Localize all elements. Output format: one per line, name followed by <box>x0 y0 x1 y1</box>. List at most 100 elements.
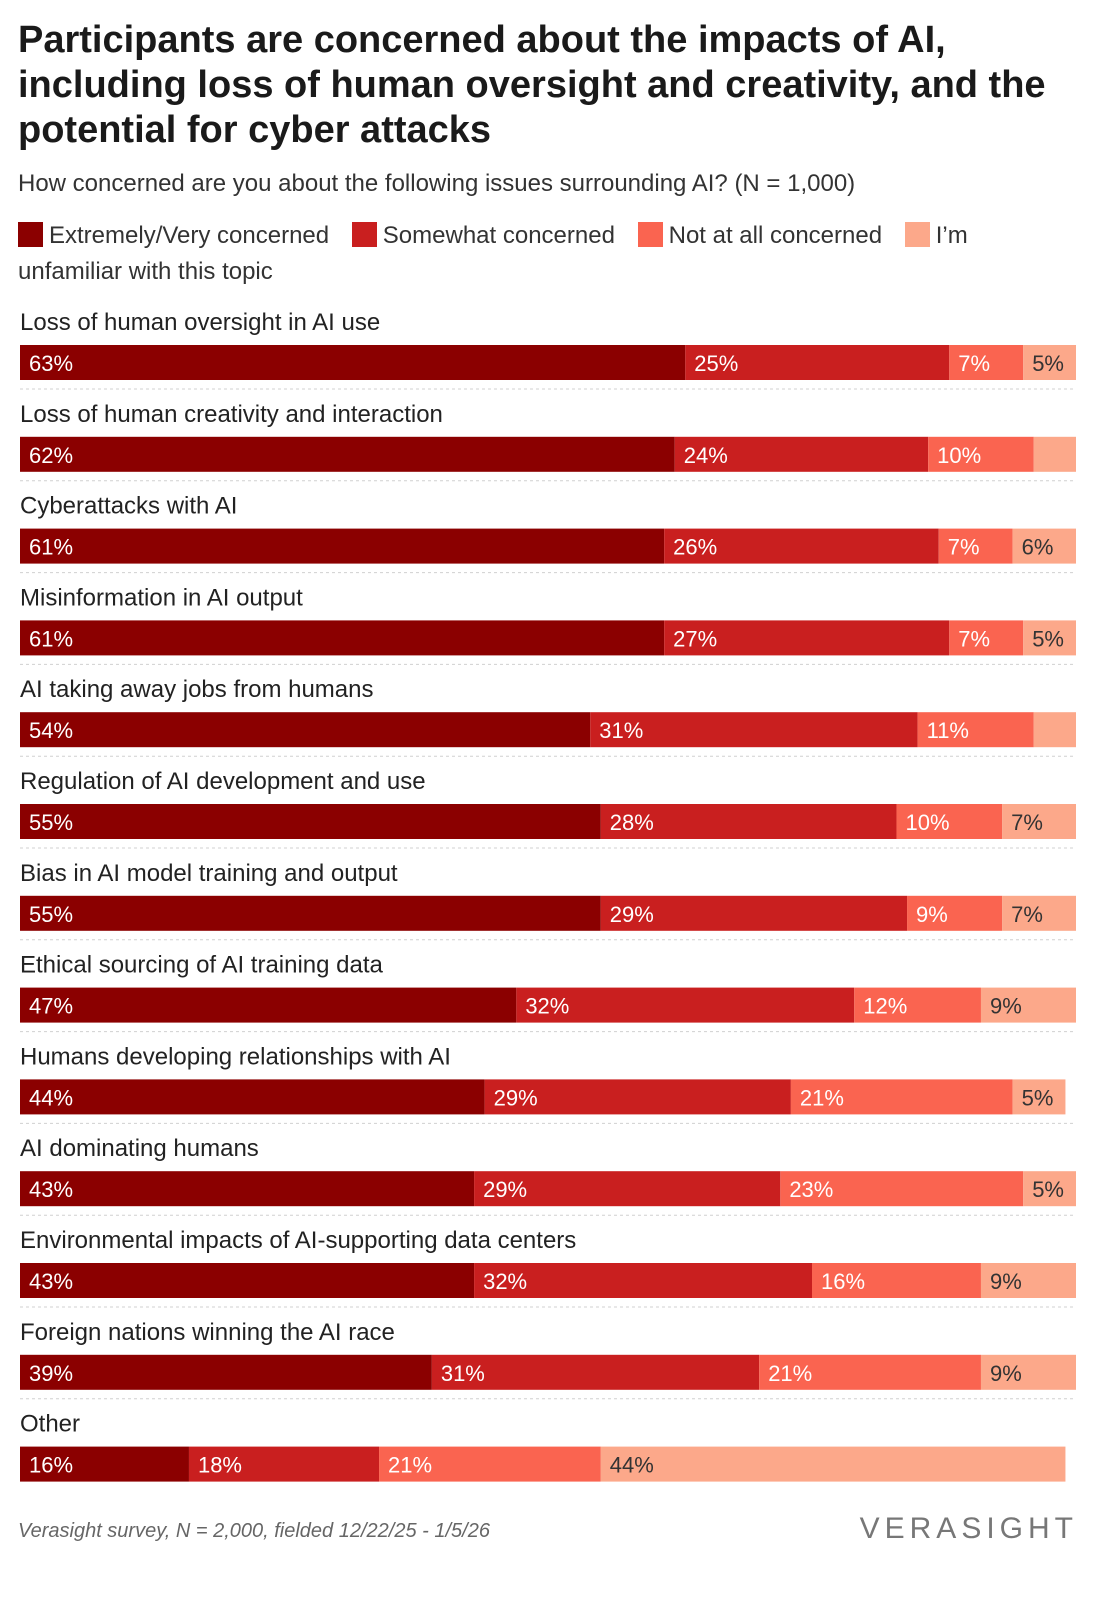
value-label: 7% <box>958 626 990 651</box>
value-label: 16% <box>821 1269 865 1294</box>
bar-segment-extremely <box>20 712 591 748</box>
value-label: 55% <box>29 902 73 927</box>
verasight-logo: VERASIGHT <box>859 1512 1078 1545</box>
bar-segment-unfamiliar <box>1023 1171 1076 1207</box>
bar-row: Other 16% 18% 21% 44% <box>20 1411 1066 1482</box>
value-label: 43% <box>29 1269 73 1294</box>
bar-segment-not-at-all <box>949 620 1024 656</box>
bar-segment-somewhat <box>664 620 950 656</box>
bar-segment-not-at-all <box>812 1263 981 1298</box>
value-label: 6% <box>1022 535 1054 560</box>
category-label: AI dominating humans <box>20 1135 259 1162</box>
bar-segment-not-at-all <box>938 528 1013 564</box>
legend-swatch-not-at-all <box>637 222 663 247</box>
legend-label-unfamiliar: I’m unfamiliar with this topic <box>18 222 968 285</box>
category-label: Environmental impacts of AI-supporting d… <box>20 1227 576 1254</box>
value-label: 10% <box>937 443 981 468</box>
source-note: Verasight survey, N = 2,000, fielded 12/… <box>18 1520 490 1542</box>
value-label: 25% <box>694 351 738 376</box>
stacked-bar-chart: Loss of human oversight in AI use 63% 25% 7… <box>0 300 1118 1500</box>
bar-segment-extremely <box>20 895 601 931</box>
bar-segment-extremely <box>20 1079 485 1115</box>
value-label: 29% <box>494 1085 538 1110</box>
bar-segment-unfamiliar <box>1033 436 1076 472</box>
value-label: 23% <box>789 1177 833 1202</box>
bar-segment-not-at-all <box>907 895 1003 931</box>
bar-segment-somewhat <box>685 345 950 380</box>
chart-svg: Loss of human oversight in AI use 63% 25% 7… <box>20 309 1076 1482</box>
category-label: Loss of human oversight in AI use <box>20 309 380 336</box>
bar-segment-not-at-all <box>780 1171 1024 1207</box>
bar-row: Humans developing relationships with AI 4… <box>20 1043 1076 1124</box>
category-label: Other <box>20 1411 80 1438</box>
value-label: 9% <box>990 1361 1022 1386</box>
bar-segment-extremely <box>20 436 675 472</box>
bar-segment-unfamiliar <box>980 987 1076 1023</box>
bar-row: Foreign nations winning the AI race 39% 31… <box>20 1319 1076 1400</box>
legend-item-not-at-all: Not at all concerned <box>637 222 882 249</box>
legend-label-extremely: Extremely/Very concerned <box>49 222 330 249</box>
bar-row: Regulation of AI development and use 55% 2… <box>20 768 1076 849</box>
value-label: 63% <box>29 351 73 376</box>
legend: Extremely/Very concerned Somewhat concer… <box>18 218 1018 290</box>
bar-row: Bias in AI model training and output 55% 2… <box>20 860 1076 941</box>
bar-segment-unfamiliar <box>1002 804 1076 839</box>
category-label: Humans developing relationships with AI <box>20 1043 451 1070</box>
value-label: 21% <box>388 1453 432 1478</box>
value-label: 32% <box>525 994 569 1019</box>
category-label: Cyberattacks with AI <box>20 493 237 520</box>
value-label: 11% <box>927 718 969 743</box>
value-label: 12% <box>863 994 907 1019</box>
bar-segment-extremely <box>20 1263 475 1298</box>
value-label: 43% <box>29 1177 73 1202</box>
value-label: 7% <box>1011 902 1043 927</box>
legend-item-extremely: Extremely/Very concerned <box>18 222 329 249</box>
value-label: 61% <box>29 626 73 651</box>
value-label: 5% <box>1032 626 1064 651</box>
category-label: Ethical sourcing of AI training data <box>20 952 384 979</box>
bar-segment-somewhat <box>431 1354 760 1390</box>
value-label: 5% <box>1022 1085 1054 1110</box>
legend-swatch-somewhat <box>351 222 377 247</box>
bar-segment-unfamiliar <box>980 1354 1076 1390</box>
bar-segment-unfamiliar <box>600 1446 1066 1482</box>
value-label: 18% <box>198 1453 242 1478</box>
bar-segment-somewhat <box>474 1263 812 1298</box>
value-label: 28% <box>610 810 654 835</box>
value-label: 31% <box>599 718 643 743</box>
value-label: 26% <box>673 535 717 560</box>
value-label: 9% <box>990 994 1022 1019</box>
bar-segment-not-at-all <box>379 1446 601 1482</box>
bar-segment-somewhat <box>590 712 918 748</box>
category-label: Loss of human creativity and interaction <box>20 401 443 428</box>
value-label: 10% <box>905 810 949 835</box>
chart-subtitle: How concerned are you about the followin… <box>18 170 856 197</box>
legend-label-somewhat: Somewhat concerned <box>382 222 615 249</box>
value-label: 39% <box>29 1361 73 1386</box>
category-label: Misinformation in AI output <box>20 584 303 611</box>
bar-segment-extremely <box>20 620 665 656</box>
bar-row: Loss of human oversight in AI use 63% 25% 7… <box>20 309 1076 390</box>
value-label: 55% <box>29 810 73 835</box>
value-label: 5% <box>1032 351 1064 376</box>
bar-row: AI taking away jobs from humans 54% 31% 11% <box>20 676 1076 757</box>
value-label: 16% <box>29 1453 73 1478</box>
value-label: 9% <box>916 902 948 927</box>
category-label: Foreign nations winning the AI race <box>20 1319 395 1346</box>
value-label: 29% <box>483 1177 527 1202</box>
value-label: 24% <box>684 443 728 468</box>
legend-item-somewhat: Somewhat concerned <box>351 222 615 249</box>
bar-segment-unfamiliar <box>980 1263 1076 1298</box>
bar-segment-somewhat <box>516 987 855 1023</box>
bar-segment-unfamiliar <box>1012 528 1076 564</box>
bar-row: Environmental impacts of AI-supporting d… <box>20 1227 1076 1308</box>
bar-segment-somewhat <box>474 1171 781 1207</box>
bar-segment-extremely <box>20 1446 189 1482</box>
legend-swatch-extremely <box>18 222 43 247</box>
bar-segment-somewhat <box>188 1446 380 1482</box>
category-label: Regulation of AI development and use <box>20 768 426 795</box>
bar-segment-extremely <box>20 528 665 564</box>
legend-swatch-unfamiliar <box>904 222 930 247</box>
value-label: 44% <box>29 1085 73 1110</box>
bar-segment-somewhat <box>600 804 897 839</box>
